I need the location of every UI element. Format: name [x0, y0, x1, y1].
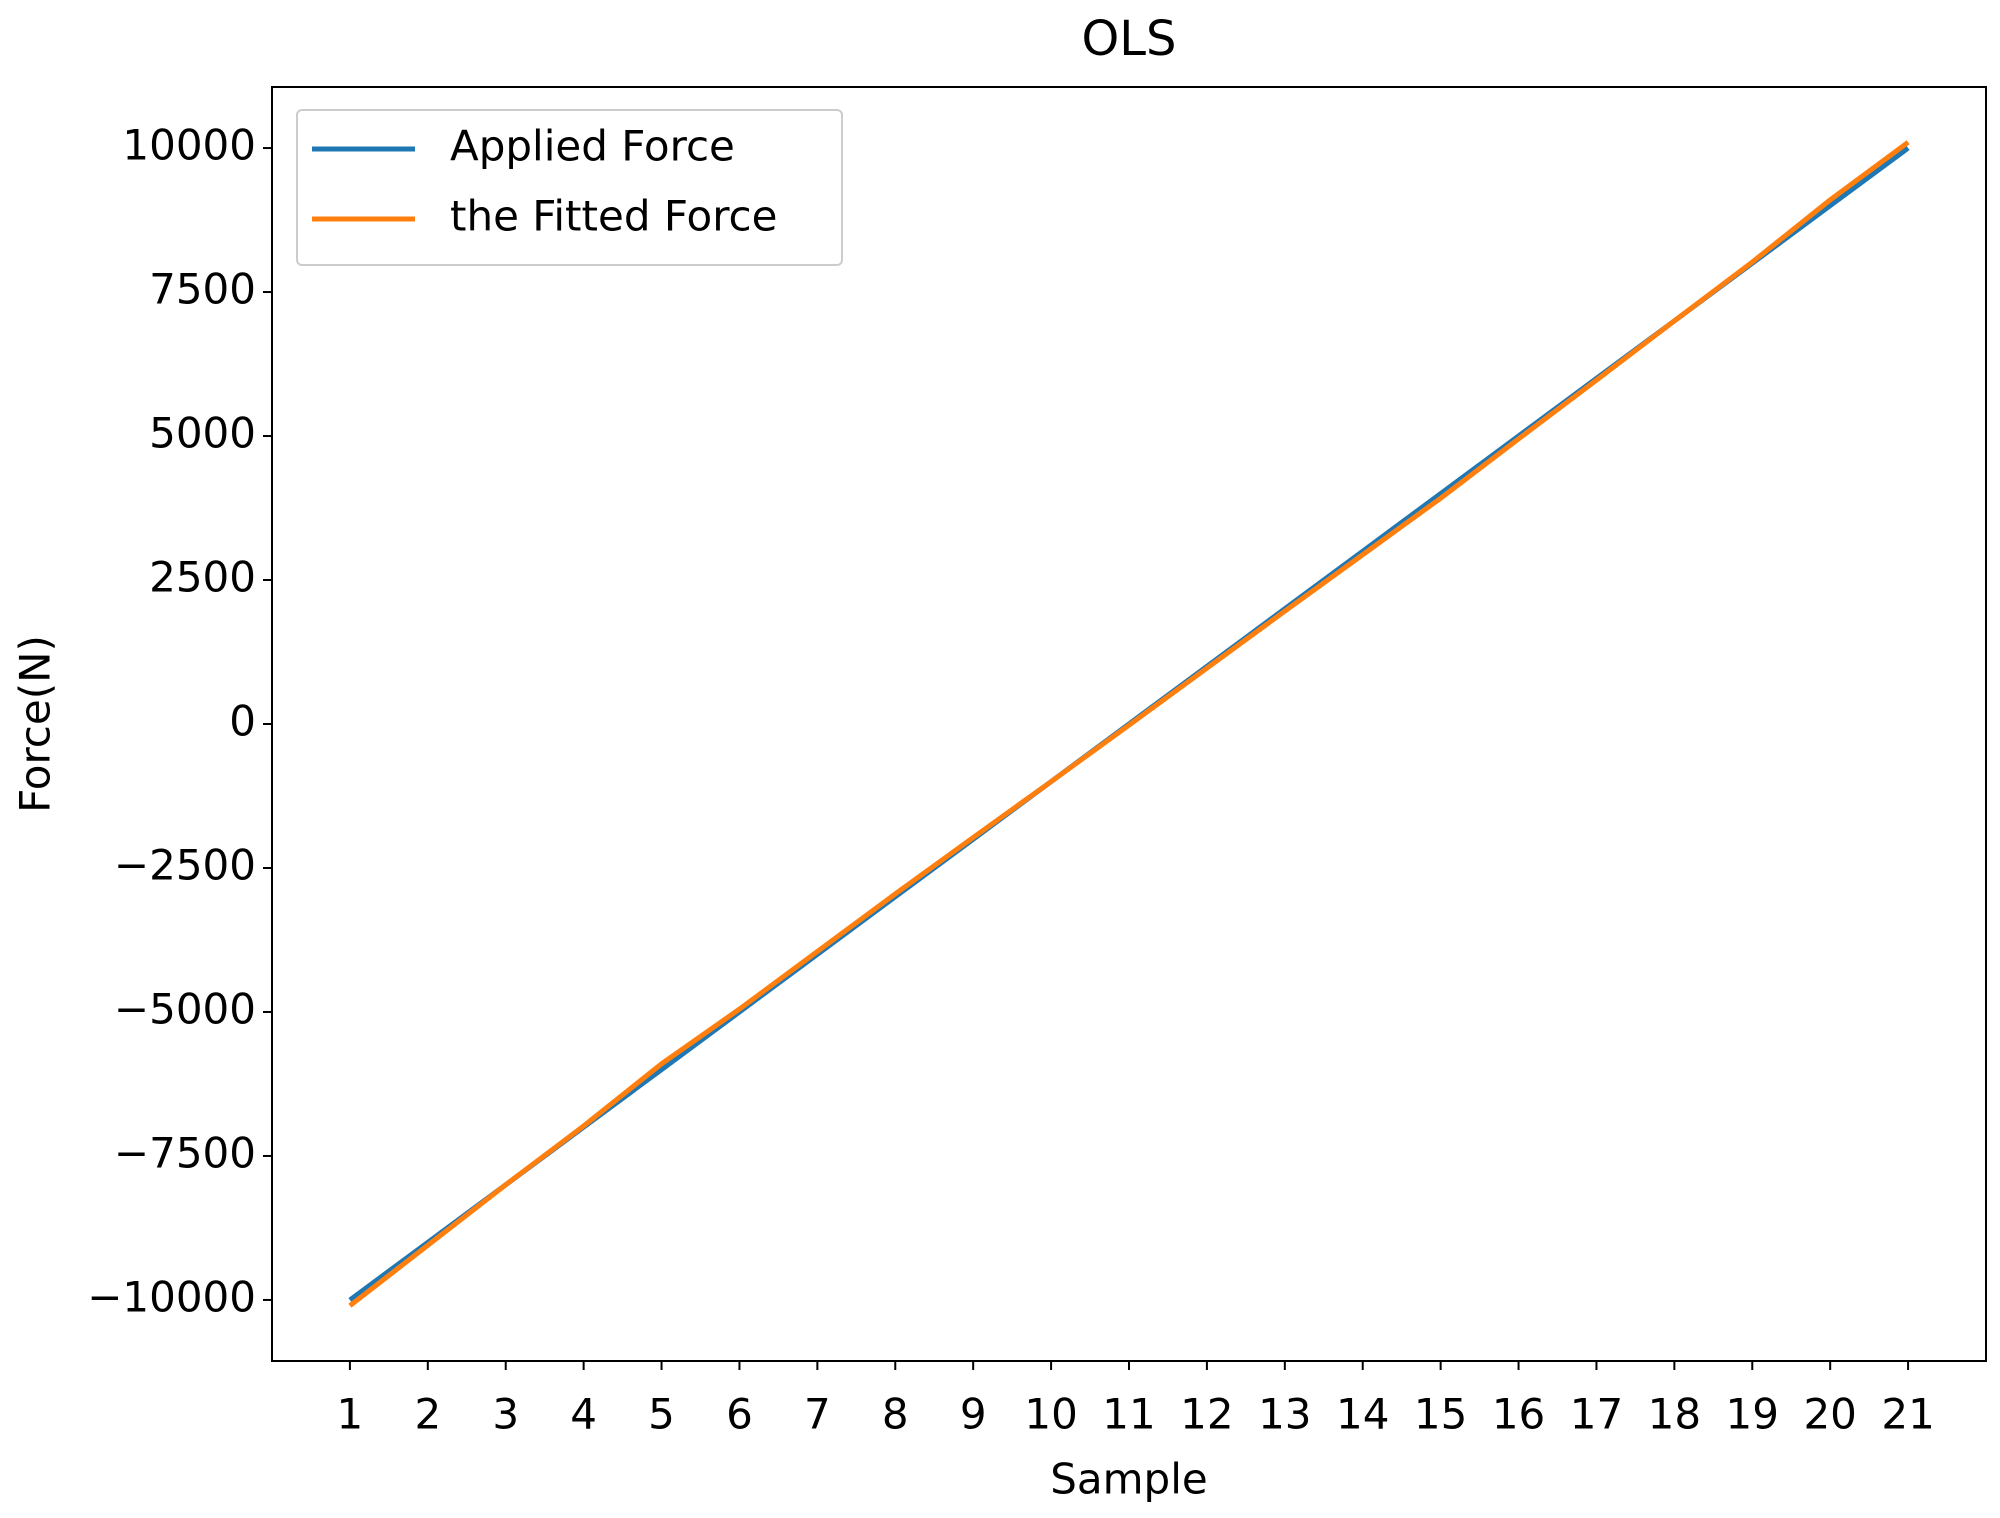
x-tick-label: 12 — [1180, 1390, 1233, 1439]
x-tick-label: 4 — [570, 1390, 597, 1439]
y-axis-label: Force(N) — [11, 635, 60, 813]
x-tick-label: 20 — [1803, 1390, 1856, 1439]
x-tick-label: 18 — [1648, 1390, 1701, 1439]
y-tick-label: −7500 — [114, 1128, 256, 1177]
x-axis-label: Sample — [1050, 1455, 1207, 1504]
y-tick-label: −10000 — [87, 1272, 256, 1321]
chart-title: OLS — [1082, 11, 1177, 67]
y-tick-label: −2500 — [114, 840, 256, 889]
y-tick-label: 7500 — [149, 265, 256, 314]
x-tick-label: 7 — [804, 1390, 831, 1439]
x-tick-label: 9 — [960, 1390, 987, 1439]
x-tick-label: 3 — [492, 1390, 519, 1439]
x-tick-label: 2 — [414, 1390, 441, 1439]
y-tick-label: −5000 — [114, 984, 256, 1033]
x-tick-label: 10 — [1024, 1390, 1077, 1439]
x-tick-label: 17 — [1570, 1390, 1623, 1439]
plot-frame — [271, 86, 1987, 1362]
x-tick-label: 14 — [1336, 1390, 1389, 1439]
legend-label: the Fitted Force — [450, 192, 777, 241]
x-tick-label: 16 — [1492, 1390, 1545, 1439]
x-tick-label: 15 — [1414, 1390, 1467, 1439]
data-line — [348, 140, 1910, 1308]
x-tick-label: 13 — [1258, 1390, 1311, 1439]
y-tick-label: 2500 — [149, 553, 256, 602]
x-tick-label: 1 — [337, 1390, 364, 1439]
x-tick-label: 19 — [1726, 1390, 1779, 1439]
x-tick-label: 11 — [1102, 1390, 1155, 1439]
y-tick-label: 0 — [229, 697, 256, 746]
x-tick-label: 5 — [648, 1390, 675, 1439]
x-tick-label: 8 — [882, 1390, 909, 1439]
y-tick-label: 5000 — [149, 409, 256, 458]
legend-label: Applied Force — [450, 122, 735, 171]
legend-box — [296, 109, 843, 266]
x-tick-label: 6 — [726, 1390, 753, 1439]
y-tick-label: 10000 — [122, 121, 256, 170]
x-tick-label: 21 — [1881, 1390, 1934, 1439]
